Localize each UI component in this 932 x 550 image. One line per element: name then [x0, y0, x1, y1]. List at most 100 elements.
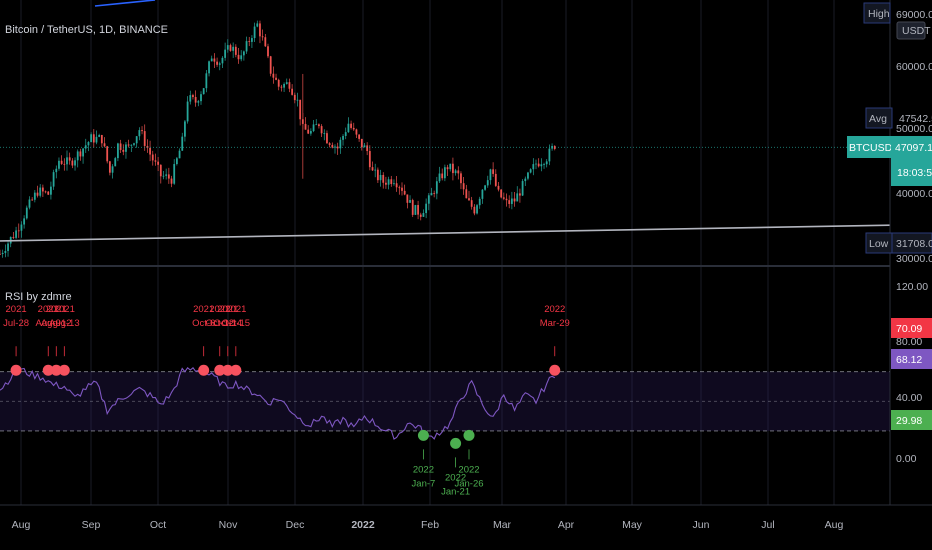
candle-body	[213, 58, 216, 62]
candle-body	[516, 193, 519, 202]
candle-body	[465, 189, 468, 199]
candle-body	[486, 180, 489, 186]
candle-body	[79, 151, 82, 157]
candle-body	[248, 41, 251, 42]
overbought-signal[interactable]: 2021 Oct-15	[222, 304, 251, 376]
candle-body	[291, 88, 294, 95]
signal-dot	[463, 429, 475, 441]
candle-body	[106, 146, 109, 162]
overbought-signal[interactable]: 2021 Oct-12	[206, 304, 235, 376]
avg-label-box	[865, 107, 893, 129]
candle-body	[484, 185, 486, 190]
candle-body	[318, 124, 320, 127]
overbought-signal[interactable]: 2021 Oct-14	[214, 304, 243, 376]
candle-body	[111, 166, 114, 173]
price-axis[interactable]: 60000.00 50000.00 40000.00 69000.00 High…	[847, 0, 932, 505]
rsi-upper-value: 70.09	[896, 323, 922, 335]
candle-body	[435, 181, 438, 194]
time-label: Oct	[150, 519, 166, 531]
price-pane[interactable]	[0, 0, 891, 258]
candle-body	[342, 135, 344, 140]
candle-body	[0, 253, 1, 255]
overbought-signal[interactable]: 2021 Aug-13	[49, 304, 80, 376]
candle-body	[63, 163, 66, 165]
candle-body	[267, 46, 269, 57]
candle-body	[468, 198, 470, 201]
candle-body	[363, 145, 366, 148]
high-label-box	[863, 2, 891, 24]
candle-body	[513, 198, 516, 202]
candle-body	[312, 124, 315, 132]
candle-body	[393, 183, 395, 185]
candle-body	[510, 198, 513, 204]
overbought-signal[interactable]: 2021 Oct-6	[192, 304, 215, 376]
signal-date: Oct-6	[192, 318, 215, 329]
symbol-title: Bitcoin / TetherUS, 1D, BINANCE	[5, 24, 168, 36]
candle-body	[529, 169, 532, 173]
overbought-signal[interactable]: 2021 Aug-12	[41, 304, 72, 376]
candle-body	[443, 167, 446, 179]
candle-body	[347, 123, 350, 133]
oversold-signal[interactable]: 2022 Jan-7	[412, 429, 436, 490]
candle-body	[92, 134, 95, 143]
signal-dot	[450, 437, 462, 449]
time-label: Dec	[286, 519, 305, 531]
candle-body	[360, 138, 363, 148]
candle-body	[52, 172, 55, 187]
candle-body	[425, 203, 428, 214]
signal-dot	[42, 364, 54, 376]
overbought-signal[interactable]: 2021 Jul-28	[3, 304, 29, 376]
candle-body	[374, 169, 377, 171]
time-label: May	[622, 519, 643, 531]
candle-body	[473, 206, 476, 214]
candles	[0, 20, 556, 258]
overbought-signal[interactable]: 2021 Aug-9	[36, 304, 61, 376]
time-axis[interactable]: Aug Sep Oct Nov Dec 2022 Feb Mar Apr May Jun Jul Aug	[0, 504, 932, 531]
candle-body	[208, 61, 210, 74]
candle-body	[175, 158, 178, 165]
candle-body	[422, 213, 425, 217]
candle-body	[135, 136, 138, 144]
grid	[20, 0, 835, 505]
candle-body	[20, 224, 23, 231]
signal-dot	[417, 429, 429, 441]
oversold-signal[interactable]: 2022 Jan-26	[454, 429, 484, 490]
candle-body	[535, 163, 537, 165]
time-labels: Aug Sep Oct Nov Dec 2022 Feb Mar Apr May Jun Jul Aug	[12, 519, 844, 531]
candle-body	[481, 189, 484, 199]
high-trend-line[interactable]	[94, 0, 156, 7]
oversold-signal[interactable]: 2022 Jan-21	[441, 437, 470, 498]
candle-body	[200, 94, 202, 102]
rsi-pane[interactable]: 2021Jul-282021Aug-92021Aug-122021Aug-132…	[0, 304, 890, 497]
candle-body	[245, 41, 248, 52]
signal-year: 2022	[413, 464, 434, 475]
candle-body	[149, 147, 151, 155]
candle-body	[71, 160, 74, 166]
low-trend-line[interactable]	[0, 224, 891, 242]
candle-body	[82, 148, 84, 157]
candle-body	[87, 142, 90, 146]
candle-body	[323, 133, 326, 134]
candle-body	[186, 101, 189, 122]
candle-body	[173, 164, 176, 184]
candle-body	[519, 193, 521, 196]
candle-body	[7, 243, 9, 251]
candle-body	[390, 179, 393, 185]
candle-body	[427, 195, 430, 204]
time-label: 2022	[351, 519, 375, 531]
candle-body	[39, 187, 42, 196]
signal-year: 2021	[38, 304, 59, 315]
candle-body	[12, 236, 15, 238]
candle-body	[371, 167, 374, 171]
candle-body	[406, 194, 409, 203]
candle-body	[66, 157, 68, 165]
signal-date: Jan-7	[412, 478, 436, 489]
currency-button[interactable]	[896, 21, 926, 40]
candle-body	[299, 99, 302, 120]
candle-body	[326, 133, 328, 144]
overbought-signal[interactable]: 2022 Mar-29	[540, 304, 570, 376]
candle-body	[508, 200, 511, 204]
candle-body	[315, 124, 318, 126]
candle-body	[403, 190, 406, 195]
